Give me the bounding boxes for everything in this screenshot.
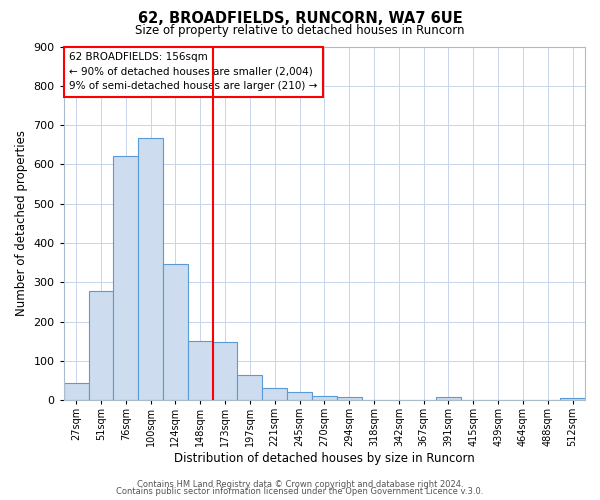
Text: 62 BROADFIELDS: 156sqm
← 90% of detached houses are smaller (2,004)
9% of semi-d: 62 BROADFIELDS: 156sqm ← 90% of detached… [69, 52, 317, 92]
Bar [262, 388, 287, 400]
Text: Contains HM Land Registry data © Crown copyright and database right 2024.: Contains HM Land Registry data © Crown c… [137, 480, 463, 489]
X-axis label: Distribution of detached houses by size in Runcorn: Distribution of detached houses by size … [174, 452, 475, 465]
Bar [138, 138, 163, 400]
Y-axis label: Number of detached properties: Number of detached properties [15, 130, 28, 316]
Bar [287, 392, 312, 400]
Bar [113, 156, 138, 400]
Bar [560, 398, 585, 400]
Bar [312, 396, 337, 400]
Bar [436, 397, 461, 400]
Bar [188, 341, 212, 400]
Text: 62, BROADFIELDS, RUNCORN, WA7 6UE: 62, BROADFIELDS, RUNCORN, WA7 6UE [137, 11, 463, 26]
Text: Size of property relative to detached houses in Runcorn: Size of property relative to detached ho… [135, 24, 465, 37]
Bar [163, 264, 188, 400]
Bar [337, 397, 362, 400]
Bar [212, 342, 238, 400]
Bar [64, 383, 89, 400]
Text: Contains public sector information licensed under the Open Government Licence v.: Contains public sector information licen… [116, 487, 484, 496]
Bar [89, 291, 113, 400]
Bar [238, 374, 262, 400]
